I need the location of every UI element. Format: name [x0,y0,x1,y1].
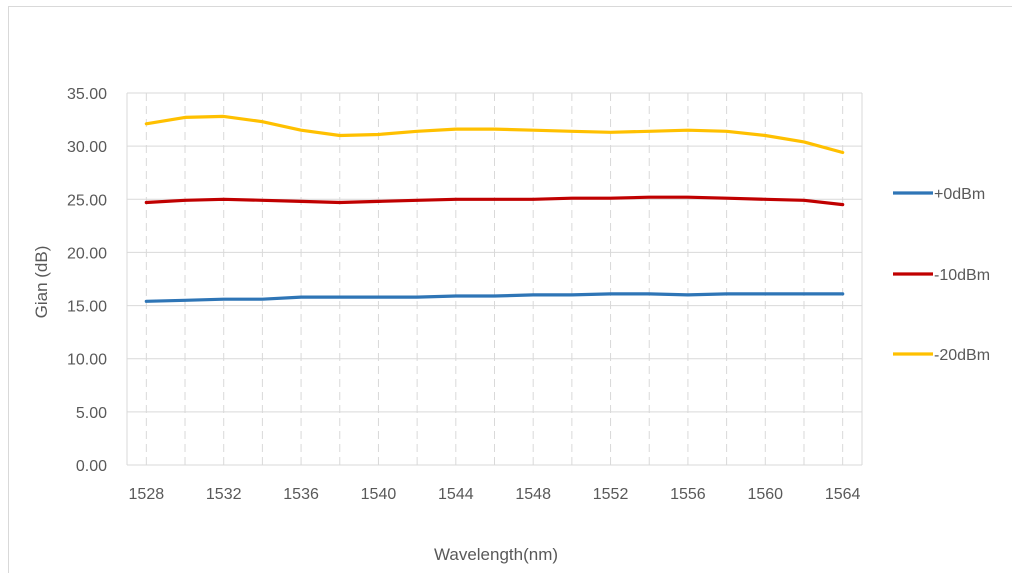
y-tick-label: 15.00 [67,299,107,316]
series-line-3 [144,114,845,155]
y-axis-ticks: 0.00 5.00 10.00 15.00 20.00 25.00 30.00 35.00 [67,86,107,475]
series-line-2 [144,195,845,207]
series-line-1 [144,292,845,303]
y-tick-label: 10.00 [67,352,107,369]
grid [126,92,863,466]
x-tick-label: 1544 [438,486,474,503]
x-tick-label: 1556 [670,486,706,503]
chart-frame [8,6,1012,573]
y-tick-label: 0.00 [76,458,107,475]
y-tick-label: 35.00 [67,86,107,103]
y-tick-label: 25.00 [67,192,107,209]
x-tick-label: 1528 [129,486,165,503]
x-axis-title: Wavelength(nm) [434,545,558,564]
x-axis-ticks: 1528 1532 1536 1540 1544 1548 1552 1556 1560 1564 [129,486,861,503]
y-axis-title: Gian (dB) [32,246,51,319]
x-tick-label: 1564 [825,486,861,503]
legend: +0dBm -10dBm -20dBm [893,186,990,364]
x-tick-label: 1540 [361,486,397,503]
x-tick-label: 1548 [515,486,551,503]
x-tick-label: 1560 [747,486,783,503]
legend-label-2: -10dBm [934,267,990,284]
series-lines [144,114,845,303]
x-tick-label: 1532 [206,486,242,503]
legend-label-1: +0dBm [934,186,985,203]
y-tick-label: 5.00 [76,405,107,422]
x-tick-label: 1536 [283,486,319,503]
y-tick-label: 20.00 [67,245,107,262]
legend-label-3: -20dBm [934,347,990,364]
y-tick-label: 30.00 [67,139,107,156]
x-tick-label: 1552 [593,486,629,503]
